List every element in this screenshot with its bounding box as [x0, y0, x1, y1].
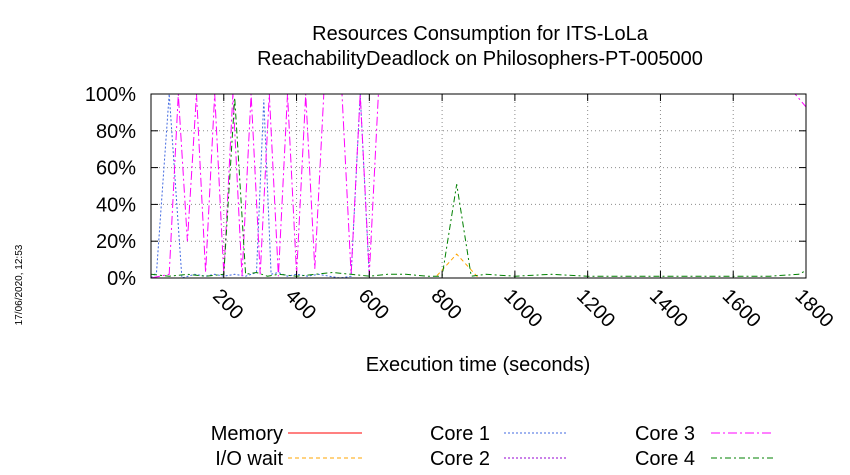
legend-label-core-2: Core 2: [430, 448, 490, 470]
y-tick-label: 80%: [96, 121, 136, 143]
y-tick-label: 0%: [107, 268, 136, 290]
legend-label-core-1: Core 1: [430, 423, 490, 445]
x-tick-label: 1200: [572, 285, 619, 332]
y-tick-label: 60%: [96, 158, 136, 180]
legend-label-memory: Memory: [211, 423, 283, 445]
timestamp: 17/06/2020, 12:53: [14, 244, 25, 325]
legend: Memory I/O wait Core 1 Core 2 Core 3 Core 4: [211, 423, 773, 470]
x-tick-label: 1800: [790, 285, 837, 332]
y-tick-label: 100%: [85, 84, 136, 106]
x-tick-label: 400: [281, 285, 320, 324]
plot-frame: [150, 93, 807, 279]
x-tick-label: 200: [208, 285, 247, 324]
grid: [151, 94, 806, 278]
series-layer: [150, 93, 807, 279]
series-line-i-o-wait: [151, 253, 806, 279]
x-tick-label: 1000: [499, 285, 546, 332]
x-tick-label: 800: [427, 285, 466, 324]
chart-subtitle: ReachabilityDeadlock on Philosophers-PT-…: [257, 48, 703, 70]
x-tick-label: 1600: [718, 285, 765, 332]
legend-label-i-o-wait: I/O wait: [215, 448, 283, 470]
x-tick-label: 600: [354, 285, 393, 324]
x-tick-label: 1400: [645, 285, 692, 332]
series-line-core-3: [150, 93, 807, 279]
y-axis-ticks: 0% 20% 40% 60% 80% 100%: [85, 84, 806, 290]
x-axis-ticks: 200 400 600 800 1000 1200 1400 1600 1800: [208, 94, 837, 332]
series-line-core-4: [150, 97, 807, 277]
legend-label-core-3: Core 3: [635, 423, 695, 445]
chart-title: Resources Consumption for ITS-LoLa: [312, 23, 649, 45]
y-tick-label: 20%: [96, 231, 136, 253]
x-axis-label: Execution time (seconds): [366, 354, 591, 376]
y-tick-label: 40%: [96, 194, 136, 216]
legend-label-core-4: Core 4: [635, 448, 695, 470]
